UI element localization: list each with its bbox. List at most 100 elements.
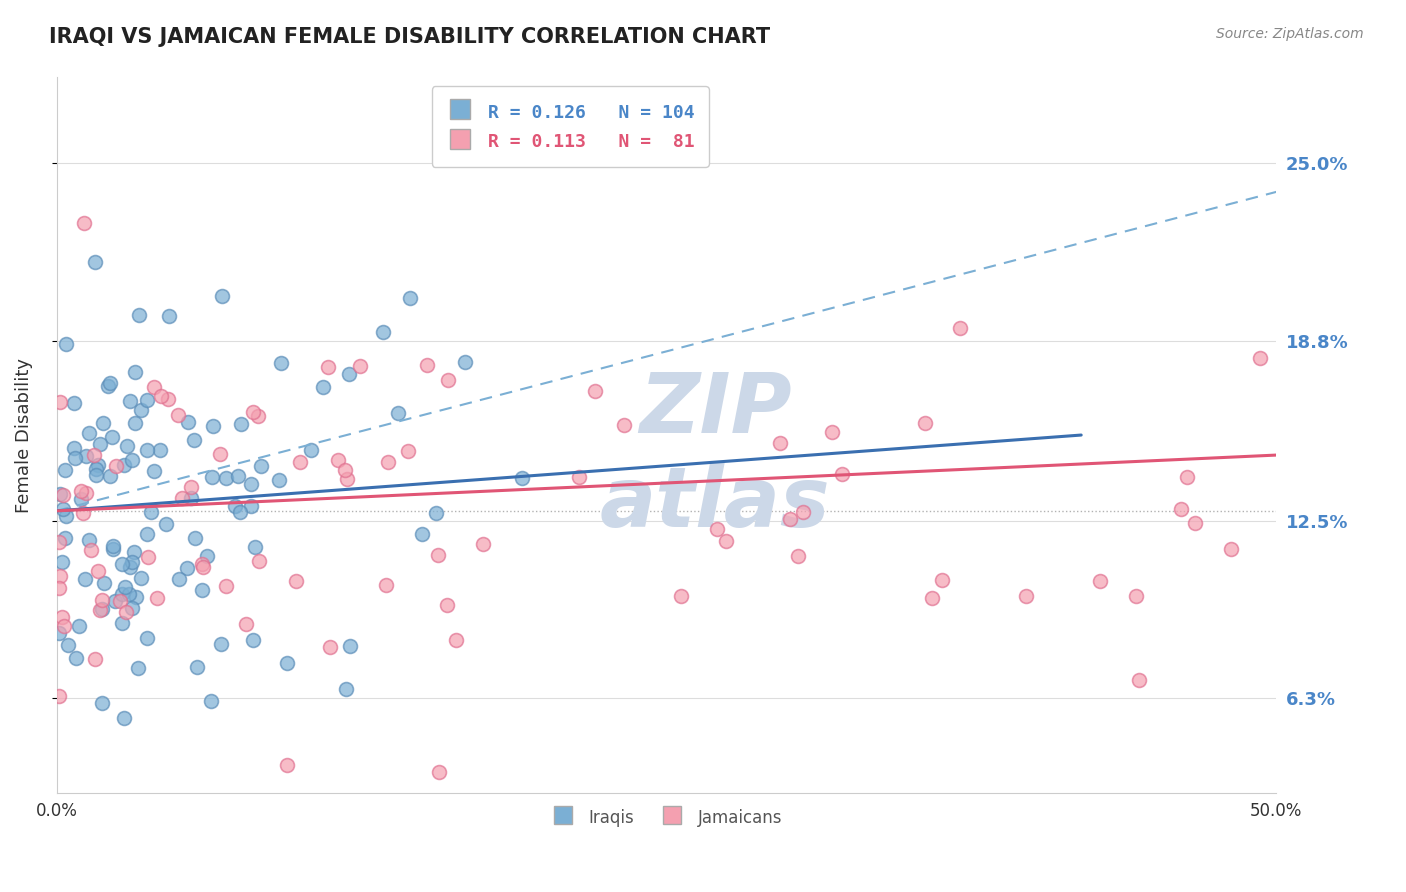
Point [831,467,853,482]
Text: ZIP
atlas: ZIP atlas [600,369,831,544]
Point [131,571,153,585]
Point [195,549,218,563]
Point [75,449,97,463]
Point [97,379,120,393]
Point [51,609,73,624]
Point [326,453,349,467]
Point [121,600,143,615]
Point [114,580,136,594]
Point [149,388,172,402]
Point [67,618,90,632]
Point [167,408,190,422]
Point [84,461,107,475]
Point [73,572,96,586]
Point [135,443,157,458]
Point [118,587,141,601]
Point [211,289,233,303]
Point [104,458,127,473]
Point [186,660,208,674]
Point [1220,541,1243,556]
Point [568,470,591,484]
Point [124,416,146,430]
Point [290,454,312,468]
Point [122,545,145,559]
Point [349,359,371,373]
Point [454,355,477,369]
Point [55,336,77,351]
Point [387,406,409,420]
Point [371,325,394,339]
Point [103,542,125,557]
Point [73,216,96,230]
Point [53,462,76,476]
Point [1175,470,1198,484]
Point [224,499,246,513]
Point [200,694,222,708]
Point [156,392,179,406]
Point [299,443,322,458]
Point [231,417,253,432]
Point [111,587,134,601]
Point [399,291,422,305]
Point [69,484,91,499]
Point [48,689,70,703]
Point [120,393,142,408]
Point [921,591,943,605]
Point [91,416,114,430]
Point [377,455,399,469]
Point [100,376,122,391]
Point [145,591,167,605]
Point [671,589,693,603]
Point [157,309,180,323]
Point [284,574,307,588]
Point [55,509,77,524]
Point [89,603,111,617]
Point [90,601,112,615]
Point [821,425,844,439]
Point [228,469,250,483]
Point [90,696,112,710]
Point [53,619,76,633]
Point [112,458,135,473]
Point [121,453,143,467]
Point [89,437,111,451]
Point [129,403,152,417]
Point [110,616,132,631]
Point [239,476,262,491]
Point [250,458,273,473]
Point [1170,502,1192,516]
Point [83,255,105,269]
Point [202,418,225,433]
Point [779,512,801,526]
Point [58,638,80,652]
Point [446,632,468,647]
Point [706,522,728,536]
Point [914,416,936,430]
Point [396,443,419,458]
Point [319,640,342,654]
Point [127,660,149,674]
Point [270,356,292,370]
Point [49,569,72,583]
Point [63,450,86,465]
Point [200,469,222,483]
Point [931,573,953,587]
Point [115,605,138,619]
Point [83,448,105,462]
Legend: Iraqis, Jamaicans: Iraqis, Jamaicans [544,801,789,834]
Point [247,554,270,568]
Point [239,500,262,514]
Point [792,505,814,519]
Point [176,561,198,575]
Point [411,526,433,541]
Point [48,486,70,500]
Point [429,765,451,780]
Point [49,395,72,409]
Point [191,582,214,597]
Point [242,633,264,648]
Point [65,651,87,665]
Point [276,656,298,670]
Point [786,549,808,564]
Point [335,681,357,696]
Point [312,379,335,393]
